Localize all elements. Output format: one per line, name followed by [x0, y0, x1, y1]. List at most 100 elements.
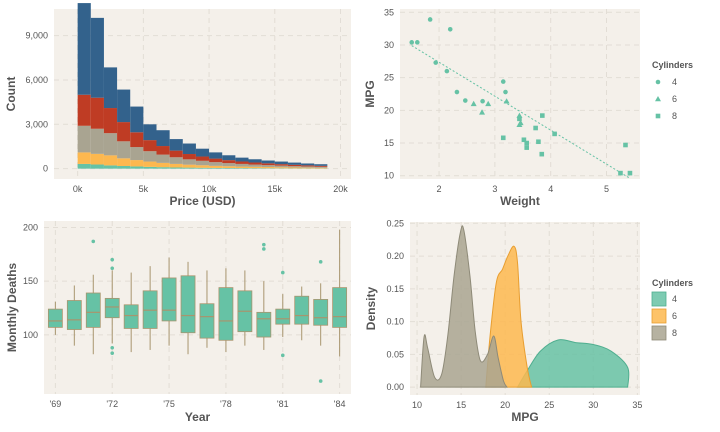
scatter-point-4	[433, 60, 439, 65]
x-tick-label: '72	[106, 399, 118, 409]
hist-bar-red	[287, 164, 302, 167]
x-tick-label: '75	[163, 399, 175, 409]
x-axis-label: Year	[185, 410, 211, 424]
hist-bar-red	[90, 97, 104, 129]
y-axis-label: Count	[4, 77, 18, 112]
scatter-point-4	[463, 98, 468, 103]
y-tick-label: 0.05	[386, 349, 404, 359]
scatter-point-8	[552, 131, 557, 137]
legend-label: 8	[672, 111, 677, 121]
scatter-point-4	[500, 79, 506, 84]
box-body	[332, 287, 348, 328]
y-tick-label: 0.10	[386, 317, 404, 327]
hist-bar-blue	[103, 67, 118, 109]
hist-bar-orange	[117, 158, 131, 166]
legend-title: Cylinders	[652, 278, 693, 288]
x-tick-label: 20	[500, 400, 510, 410]
y-tick-label: 150	[23, 276, 38, 286]
box-outlier	[262, 242, 266, 247]
hist-bar-blue	[169, 139, 183, 151]
box-body	[123, 304, 139, 329]
legend-marker	[655, 113, 661, 119]
hist-bar-taupe	[274, 165, 288, 168]
y-tick-label: 25	[384, 73, 394, 83]
hist-bar-red	[274, 164, 288, 166]
y-tick-label: 200	[23, 222, 38, 232]
box-body	[275, 308, 291, 325]
y-tick-label: 10	[384, 171, 394, 181]
scatter-point-4	[503, 89, 508, 95]
hist-bar-blue	[222, 155, 236, 161]
scatter-point-4	[415, 40, 420, 45]
hist-bar-red	[130, 132, 144, 148]
box-outlier	[280, 270, 285, 275]
hist-bar-blue	[156, 130, 170, 147]
hist-bar-teal	[77, 163, 91, 169]
hist-bar-taupe	[169, 157, 183, 164]
y-tick-label: 0.15	[386, 284, 404, 294]
y-tick-label: 3,000	[25, 119, 48, 129]
box-body	[218, 287, 234, 341]
hist-bar-blue	[301, 163, 315, 166]
hist-bar-teal	[156, 167, 170, 169]
box-body	[313, 299, 329, 326]
hist-bar-taupe	[77, 125, 91, 153]
hist-bar-teal	[195, 167, 210, 169]
hist-bar-orange	[169, 163, 183, 168]
legend-label: 4	[672, 77, 677, 87]
hist-bar-orange	[195, 165, 210, 168]
y-tick-label: 0.25	[386, 218, 404, 228]
scatter-point-8	[623, 142, 628, 148]
hist-bar-red	[143, 140, 157, 152]
x-tick-label: 10	[412, 400, 422, 410]
density-area-8	[420, 225, 508, 388]
scatter-point-8	[536, 139, 541, 145]
x-tick-label: 3	[492, 184, 497, 194]
hist-bar-taupe	[130, 147, 144, 161]
hist-bar-red	[156, 146, 170, 155]
x-tick-label: 2	[437, 184, 442, 194]
hist-bar-taupe	[287, 166, 302, 168]
legend-label: 6	[672, 311, 677, 321]
x-axis-label: Price (USD)	[169, 194, 235, 208]
hist-bar-orange	[274, 167, 288, 169]
legend-swatch	[651, 291, 667, 307]
density-area-4	[516, 339, 630, 388]
x-tick-label: '81	[277, 399, 289, 409]
box-outlier	[280, 353, 285, 358]
hist-bar-orange	[261, 167, 275, 169]
box-outlier	[110, 351, 115, 355]
x-tick-label: 5k	[139, 184, 149, 194]
x-tick-label: 20k	[333, 184, 348, 194]
scatter-point-6	[479, 109, 486, 115]
y-tick-label: 20	[384, 105, 394, 115]
hist-bar-blue	[209, 152, 223, 159]
box-body	[180, 275, 196, 334]
hist-bar-teal	[209, 167, 223, 169]
box-body	[256, 311, 272, 338]
hist-bar-red	[301, 165, 315, 167]
hist-bar-teal	[235, 168, 249, 169]
hist-bar-red	[169, 150, 183, 158]
hist-bar-taupe	[182, 159, 196, 165]
hist-bar-teal	[130, 166, 144, 169]
y-axis-label: MPG	[363, 80, 377, 107]
hist-bar-orange	[182, 164, 196, 168]
hist-bar-orange	[287, 167, 302, 169]
hist-bar-taupe	[248, 164, 262, 167]
x-axis-label: MPG	[511, 410, 538, 424]
scatter-point-4	[454, 89, 460, 95]
hist-bar-orange	[90, 153, 104, 165]
scatter-point-8	[618, 170, 623, 176]
hist-bar-red	[209, 158, 223, 163]
hist-bar-teal	[103, 165, 118, 169]
hist-bar-blue	[261, 160, 275, 164]
hist-bar-teal	[117, 165, 131, 169]
hist-bar-blue	[130, 106, 144, 133]
hist-bar-taupe	[117, 141, 131, 159]
hist-bar-orange	[103, 155, 118, 166]
hist-bar-red	[103, 108, 118, 134]
y-axis-label: Monthly Deaths	[5, 263, 19, 353]
box-body	[294, 295, 310, 325]
hist-bar-blue	[90, 17, 104, 98]
